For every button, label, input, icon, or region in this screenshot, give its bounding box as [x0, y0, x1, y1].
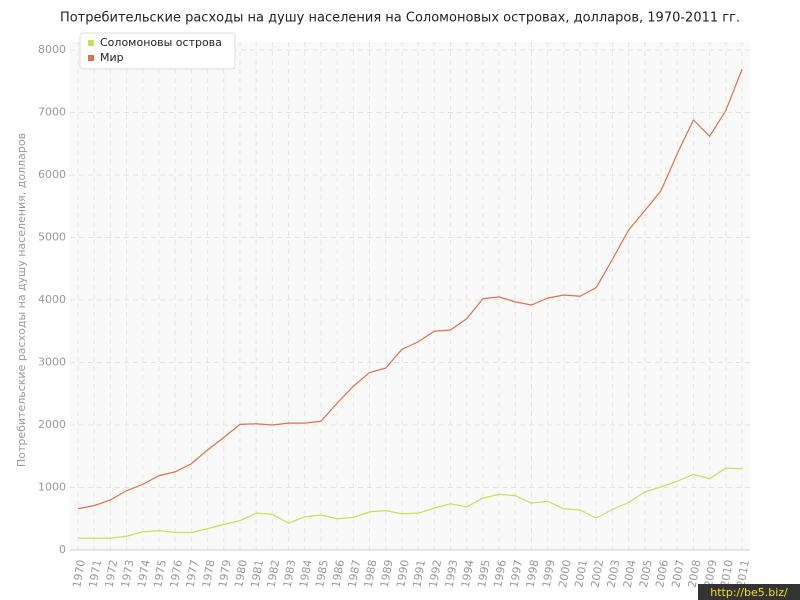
x-tick-label: 1985 [313, 559, 331, 589]
x-tick-label: 2000 [556, 559, 574, 589]
y-tick-label: 3000 [38, 356, 66, 369]
series-line [77, 69, 743, 510]
x-tick-label: 1993 [443, 559, 461, 589]
x-tick-label: 1977 [184, 559, 202, 589]
x-tick-label: 1978 [200, 559, 218, 589]
x-tick-label: 1986 [329, 559, 347, 589]
x-tick-label: 1982 [265, 559, 283, 589]
x-tick-label: 1987 [346, 559, 364, 589]
x-tick-label: 1995 [475, 559, 493, 589]
y-tick-label: 7000 [38, 106, 66, 119]
x-tick-label: 2011 [734, 559, 752, 589]
x-tick-label: 2001 [572, 559, 590, 589]
y-tick-label: 4000 [38, 293, 66, 306]
x-tick-label: 1999 [540, 559, 558, 589]
x-tick-label: 2002 [588, 559, 606, 589]
x-tick-label: 1992 [427, 559, 445, 589]
x-tick-label: 2005 [637, 559, 655, 589]
legend-label: Мир [100, 51, 124, 64]
x-tick-label: 1990 [394, 559, 412, 589]
y-tick-label: 0 [59, 543, 66, 556]
x-tick-label: 1991 [410, 559, 428, 589]
x-tick-label: 1984 [297, 559, 315, 589]
y-tick-label: 1000 [38, 481, 66, 494]
legend-swatch [88, 55, 94, 61]
x-tick-label: 1976 [167, 559, 185, 589]
chart-title: Потребительские расходы на душу населени… [60, 11, 740, 26]
plot-area [70, 42, 750, 550]
legend-box [79, 32, 236, 70]
x-tick-label: 2007 [669, 559, 687, 589]
y-tick-label: 5000 [38, 231, 66, 244]
x-tick-label: 2003 [605, 559, 623, 589]
x-tick-label: 1981 [248, 559, 266, 589]
x-tick-label: 2004 [621, 559, 639, 589]
y-tick-label: 6000 [38, 168, 66, 181]
x-tick-label: 1996 [491, 559, 509, 589]
x-tick-label: 2006 [653, 559, 671, 589]
x-tick-label: 1970 [70, 559, 88, 589]
x-tick-label: 1972 [103, 559, 121, 589]
watermark: http://be5.biz/ [710, 586, 788, 599]
legend-swatch [88, 40, 94, 46]
y-axis-label: Потребительские расходы на душу населени… [15, 133, 28, 467]
x-tick-label: 1988 [362, 559, 380, 589]
x-tick-label: 1979 [216, 559, 234, 589]
x-tick-label: 1974 [135, 559, 153, 589]
x-tick-label: 1997 [508, 559, 526, 589]
x-tick-label: 2008 [686, 559, 704, 589]
x-tick-label: 2010 [718, 559, 736, 589]
x-tick-label: 1998 [524, 559, 542, 589]
x-tick-label: 2009 [702, 559, 720, 589]
y-tick-label: 8000 [38, 43, 66, 56]
watermark-box [698, 584, 800, 600]
legend-label: Соломоновы острова [100, 36, 222, 49]
x-tick-label: 1994 [459, 559, 477, 589]
series-line [78, 467, 743, 539]
x-tick-label: 1983 [281, 559, 299, 589]
x-tick-label: 1973 [119, 559, 137, 589]
x-tick-label: 1980 [232, 559, 250, 589]
x-tick-label: 1989 [378, 559, 396, 589]
y-tick-label: 2000 [38, 418, 66, 431]
x-tick-label: 1971 [86, 559, 104, 589]
x-tick-label: 1975 [151, 559, 169, 589]
